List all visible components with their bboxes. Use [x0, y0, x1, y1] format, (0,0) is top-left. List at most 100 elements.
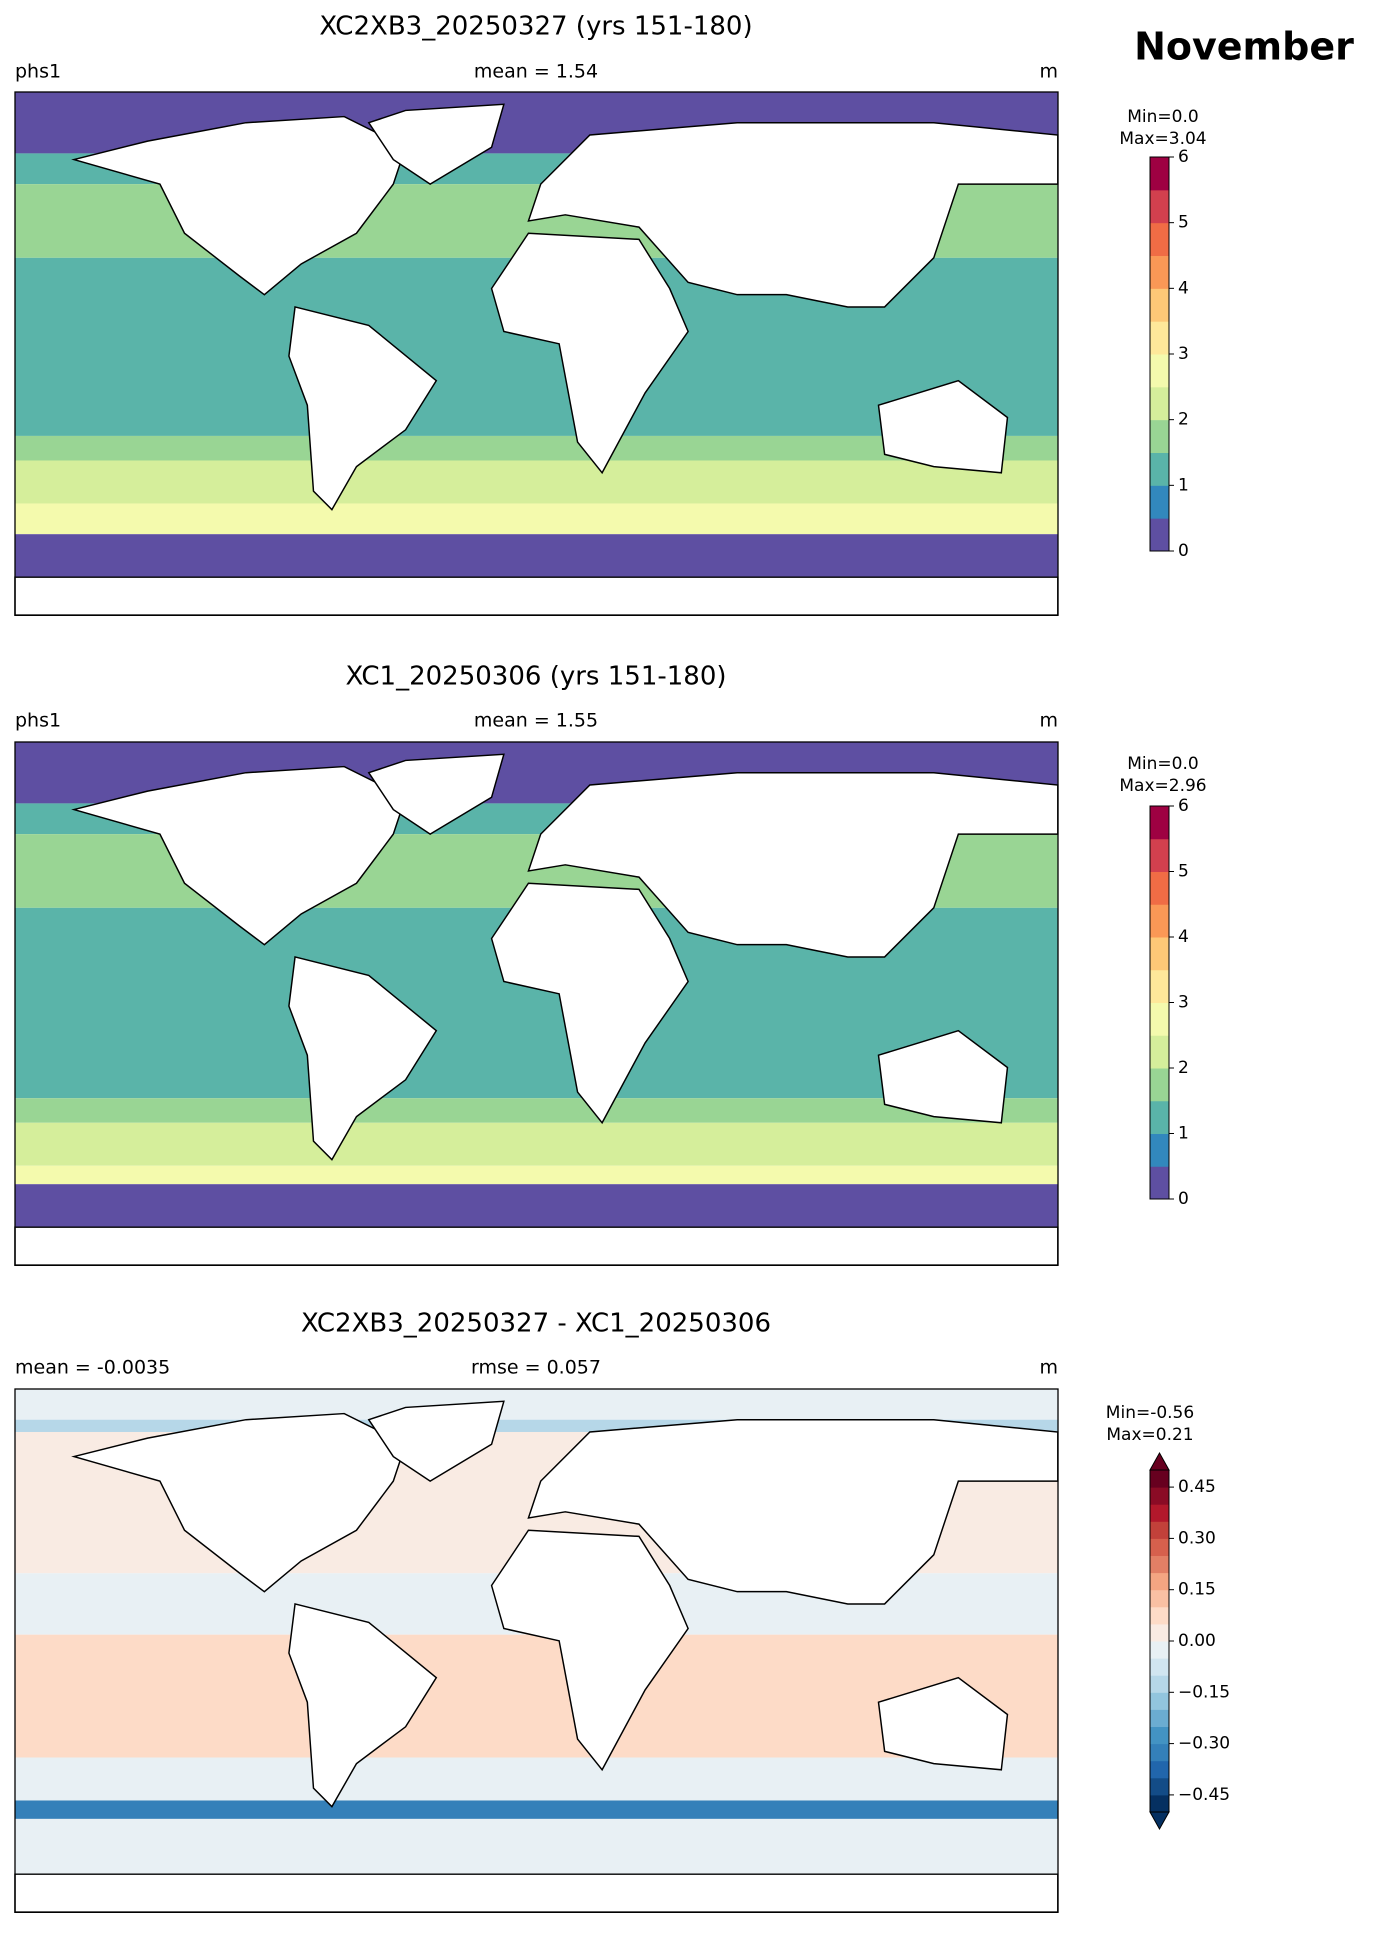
colorbar-segment: [1150, 1572, 1169, 1591]
colorbar-tick-label: 2: [1178, 410, 1189, 430]
land: [527, 121, 1059, 308]
colorbar-segment: [1150, 1641, 1169, 1659]
colorbar-segment: [1150, 1794, 1169, 1813]
colorbar-tick-label: 1: [1178, 475, 1189, 495]
colorbar-segment: [1150, 452, 1169, 486]
colorbar-segment: [1150, 806, 1169, 840]
land: [527, 1418, 1059, 1605]
colorbar-segment: [1150, 1675, 1169, 1693]
colorbar-tick-label: −0.30: [1178, 1734, 1230, 1754]
colorbar-segment: [1150, 1166, 1169, 1200]
colorbar-segment: [1150, 1623, 1169, 1642]
colorbar-segment: [1150, 1709, 1169, 1727]
colorbar-segment: [1150, 419, 1169, 453]
land: [14, 1873, 1059, 1913]
max-label: Max=3.04: [1119, 129, 1206, 149]
colorbar-tick-label: 5: [1178, 862, 1189, 882]
colorbar-tick-label: 2: [1178, 1058, 1189, 1078]
panel-title: XC2XB3_20250327 - XC1_20250306: [301, 1309, 771, 1339]
colorbar-segment: [1150, 1100, 1169, 1134]
colorbar-tick-label: 1: [1178, 1124, 1189, 1144]
land: [490, 1529, 689, 1772]
left-label: mean = -0.0035: [15, 1357, 170, 1379]
colorbar-segment: [1150, 222, 1169, 256]
min-label: Min=-0.56: [1106, 1403, 1194, 1423]
colorbar-tick-label: 4: [1178, 278, 1189, 298]
colorbar-segment: [1150, 157, 1169, 191]
colorbar-segment: [1150, 969, 1169, 1003]
land: [877, 1029, 1009, 1124]
map-frame: [14, 741, 1059, 1266]
land: [288, 956, 438, 1161]
colorbar-segment: [1150, 1068, 1169, 1102]
colorbar-segment: [1150, 1589, 1169, 1608]
land: [71, 115, 407, 296]
colorbar-segment: [1150, 904, 1169, 938]
map: [14, 742, 1059, 1266]
colorbar-segment: [1150, 1606, 1169, 1625]
colorbar-tick-label: 5: [1178, 213, 1189, 233]
max-label: Max=2.96: [1119, 776, 1206, 796]
colorbar-tick-label: 0.00: [1178, 1631, 1216, 1651]
center-label: rmse = 0.057: [471, 1357, 601, 1379]
land: [14, 1226, 1059, 1266]
land: [288, 306, 438, 511]
colorbar-tick-label: 0: [1178, 541, 1189, 561]
colorbar-segment: [1150, 1777, 1169, 1796]
colorbar-segment: [1150, 1035, 1169, 1069]
colorbar-segment: [1150, 321, 1169, 355]
colorbar-segment: [1150, 1760, 1169, 1779]
colorbar-segment: [1150, 1470, 1169, 1488]
map: [14, 1389, 1059, 1913]
land: [490, 882, 689, 1125]
min-label: Min=0.0: [1127, 754, 1198, 774]
colorbar-extend-bottom: [1149, 1811, 1170, 1831]
field-band: [15, 1757, 1058, 1801]
colorbar-segment: [1150, 288, 1169, 322]
panel-title: XC2XB3_20250327 (yrs 151-180): [319, 12, 752, 42]
right-label: m: [1039, 1357, 1058, 1379]
field-band: [15, 1122, 1058, 1166]
field-band: [15, 1165, 1058, 1185]
map: [14, 92, 1059, 616]
map-frame: [14, 91, 1059, 616]
land: [527, 771, 1059, 958]
colorbar-segment: [1150, 871, 1169, 905]
colorbar-tick-label: 3: [1178, 344, 1189, 364]
colorbar-segment: [1150, 518, 1169, 552]
land: [71, 1412, 407, 1593]
colorbar-segment: [1150, 1538, 1169, 1556]
colorbar-segment: [1150, 1521, 1169, 1539]
field-band: [15, 1389, 1058, 1420]
left-label: phs1: [15, 710, 61, 732]
field-band: [15, 503, 1058, 535]
colorbar-segment: [1150, 1487, 1169, 1505]
right-label: m: [1039, 710, 1058, 732]
colorbar-segment: [1150, 1692, 1169, 1710]
max-label: Max=0.21: [1106, 1425, 1193, 1445]
land: [877, 379, 1009, 474]
land: [877, 1676, 1009, 1771]
center-label: mean = 1.54: [474, 61, 598, 83]
colorbar-tick-label: −0.45: [1178, 1785, 1230, 1805]
land: [367, 1400, 505, 1482]
colorbar-segment: [1150, 937, 1169, 971]
colorbar-tick-label: 4: [1178, 927, 1189, 947]
field-band: [15, 1800, 1058, 1819]
land: [71, 765, 407, 946]
colorbar-segment: [1150, 1504, 1169, 1522]
colorbar-segment: [1150, 1726, 1169, 1745]
min-label: Min=0.0: [1127, 107, 1198, 127]
land: [367, 753, 505, 835]
land: [367, 103, 505, 185]
colorbar-segment: [1150, 1002, 1169, 1036]
colorbar-segment: [1150, 1555, 1169, 1574]
colorbar-tick-label: 6: [1178, 147, 1189, 167]
colorbar-tick-label: 0: [1178, 1189, 1189, 1209]
map-frame: [14, 1388, 1059, 1913]
colorbar-segment: [1150, 485, 1169, 519]
figure-title: November: [1134, 25, 1354, 69]
colorbar-segment: [1150, 189, 1169, 224]
colorbar-segment: [1150, 838, 1169, 872]
